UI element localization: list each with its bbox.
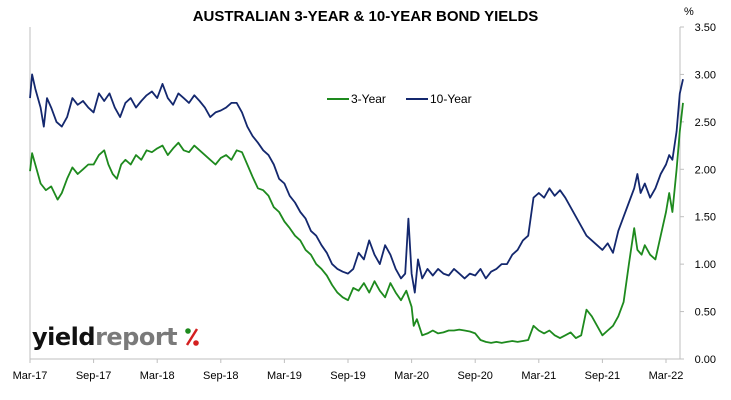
x-tick-label: Sep-17	[76, 370, 111, 382]
legend-label-10-year: 10-Year	[430, 92, 472, 106]
logo-text-yield: yield	[32, 323, 96, 351]
x-tick-label: Mar-20	[394, 370, 429, 382]
x-tick-label: Mar-19	[267, 370, 302, 382]
x-tick-label: Mar-21	[521, 370, 556, 382]
series-line-3-year	[29, 102, 684, 344]
x-tick-label: Sep-18	[203, 370, 238, 382]
y-tick-label: 2.50	[695, 117, 716, 129]
y-tick-label: 3.50	[695, 22, 716, 34]
y-tick-label: 0.50	[695, 307, 716, 319]
logo-percent-icon	[184, 323, 200, 351]
legend-label-3-year: 3-Year	[351, 92, 386, 106]
chart-title: AUSTRALIAN 3-YEAR & 10-YEAR BOND YIELDS	[192, 8, 539, 25]
y-tick-label: 2.00	[695, 164, 716, 176]
series-line-10-year	[29, 73, 684, 294]
x-tick-label: Sep-19	[330, 370, 365, 382]
y-axis-unit: %	[684, 6, 694, 18]
y-tick-label: 0.00	[695, 354, 716, 366]
x-tick-label: Sep-20	[457, 370, 492, 382]
logo-text-report: report	[95, 323, 178, 351]
x-tick-label: Mar-18	[140, 370, 175, 382]
yieldreport-logo: yieldreport	[32, 323, 200, 351]
y-tick-label: 1.00	[695, 259, 716, 271]
x-tick-label: Sep-21	[585, 370, 620, 382]
x-tick-label: Mar-22	[649, 370, 684, 382]
x-tick-label: Mar-17	[13, 370, 48, 382]
y-tick-label: 1.50	[695, 212, 716, 224]
y-tick-label: 3.00	[695, 69, 716, 81]
